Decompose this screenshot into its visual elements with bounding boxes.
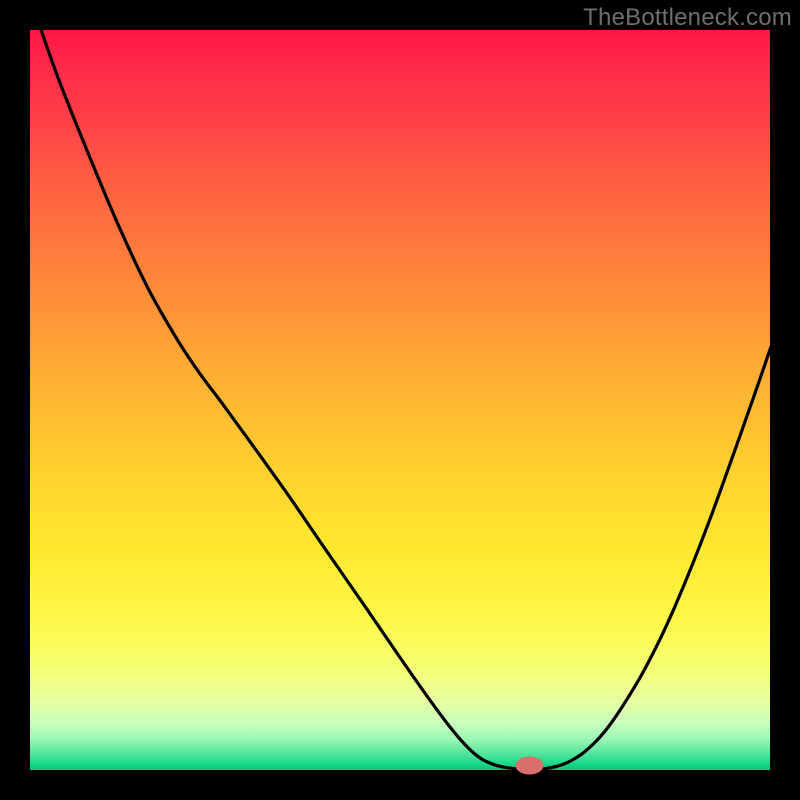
- chart-svg: [0, 0, 800, 800]
- watermark-text: TheBottleneck.com: [583, 4, 792, 32]
- optimum-marker: [516, 757, 544, 775]
- chart-stage: TheBottleneck.com: [0, 0, 800, 800]
